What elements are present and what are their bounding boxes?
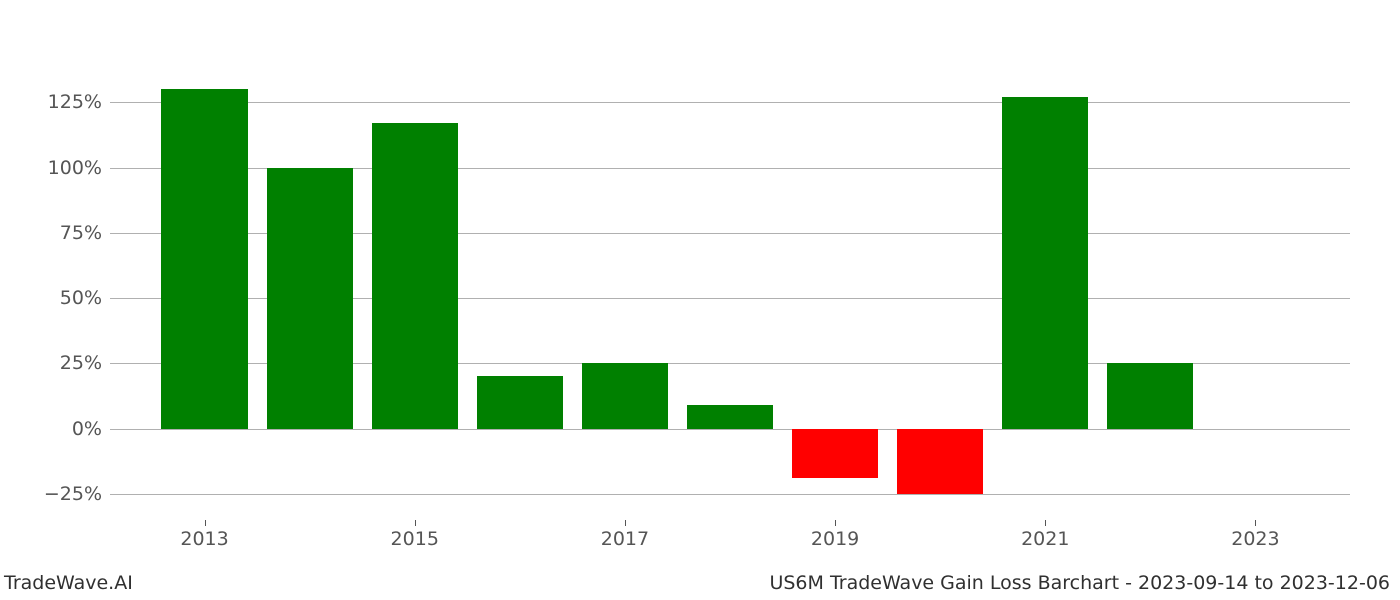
x-tick-mark bbox=[1255, 520, 1256, 526]
plot-area: −25%0%25%50%75%100%125%20132015201720192… bbox=[110, 50, 1350, 520]
y-tick-label: 50% bbox=[60, 287, 102, 309]
footer-left-text: TradeWave.AI bbox=[4, 572, 133, 594]
x-tick-label: 2013 bbox=[180, 528, 228, 550]
footer-right-text: US6M TradeWave Gain Loss Barchart - 2023… bbox=[769, 572, 1390, 594]
bar bbox=[161, 89, 247, 428]
x-tick-label: 2023 bbox=[1231, 528, 1279, 550]
y-tick-label: 0% bbox=[72, 418, 102, 440]
x-tick-mark bbox=[415, 520, 416, 526]
y-tick-label: 100% bbox=[48, 157, 102, 179]
x-tick-mark bbox=[1045, 520, 1046, 526]
bar bbox=[267, 168, 353, 429]
x-tick-mark bbox=[835, 520, 836, 526]
gridline bbox=[110, 429, 1350, 430]
x-tick-label: 2015 bbox=[391, 528, 439, 550]
bar bbox=[897, 429, 983, 494]
y-tick-label: −25% bbox=[44, 483, 102, 505]
x-tick-label: 2017 bbox=[601, 528, 649, 550]
bar bbox=[477, 376, 563, 428]
x-tick-label: 2021 bbox=[1021, 528, 1069, 550]
bar bbox=[687, 405, 773, 429]
bar bbox=[372, 123, 458, 429]
bar bbox=[792, 429, 878, 479]
y-tick-label: 75% bbox=[60, 222, 102, 244]
x-tick-mark bbox=[205, 520, 206, 526]
gridline bbox=[110, 102, 1350, 103]
y-tick-label: 125% bbox=[48, 91, 102, 113]
y-tick-label: 25% bbox=[60, 352, 102, 374]
bar bbox=[582, 363, 668, 428]
bar bbox=[1107, 363, 1193, 428]
gridline bbox=[110, 494, 1350, 495]
x-tick-mark bbox=[625, 520, 626, 526]
bar-chart: −25%0%25%50%75%100%125%20132015201720192… bbox=[110, 50, 1350, 520]
bar bbox=[1002, 97, 1088, 429]
x-tick-label: 2019 bbox=[811, 528, 859, 550]
